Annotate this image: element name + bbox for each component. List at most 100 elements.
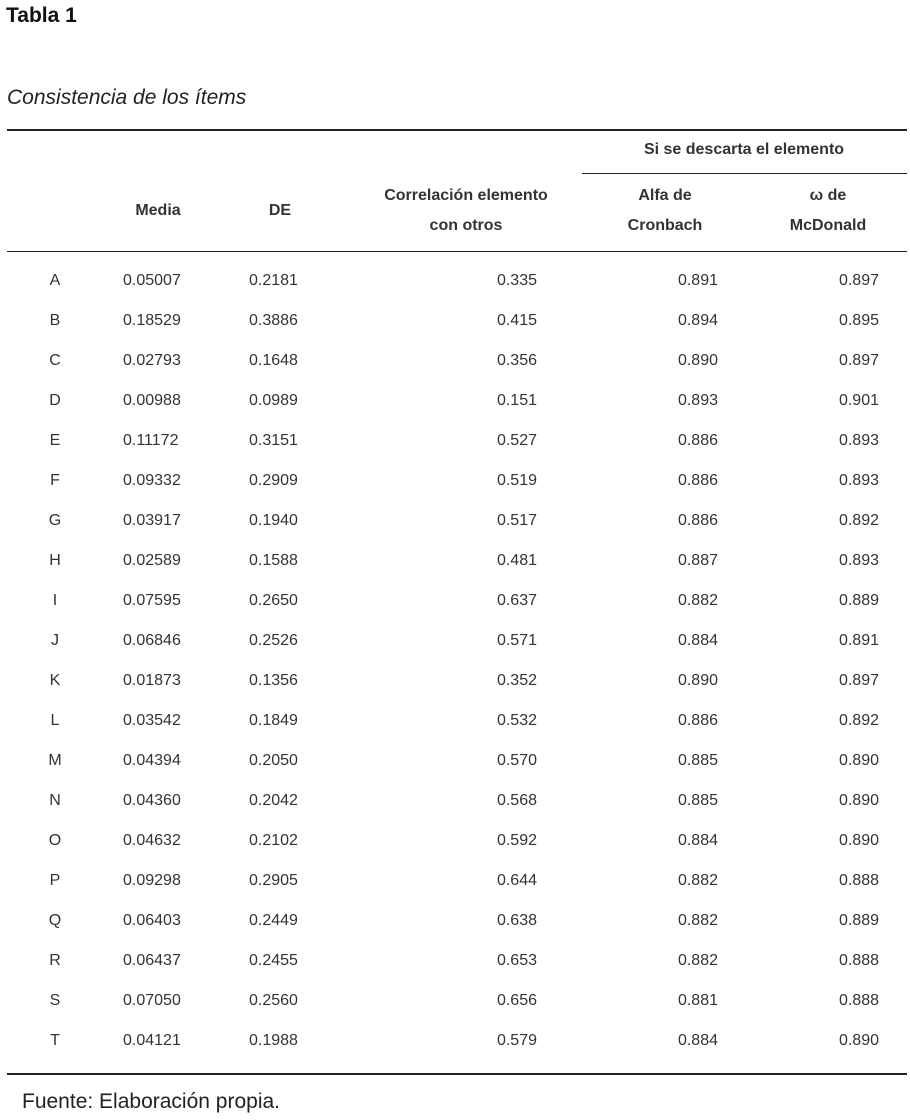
cell-item: M [48,752,62,769]
cell-correlacion: 0.644 [496,872,537,889]
cell-omega: 0.892 [838,512,879,529]
cell-de: 0.2102 [249,832,298,849]
header-media: Media [135,202,181,219]
header-omega-line2: McDonald [789,217,867,234]
cell-item: K [49,672,61,689]
cell-omega: 0.897 [838,272,879,289]
cell-omega: 0.893 [838,552,879,569]
cell-media: 0.02793 [123,352,181,369]
cell-media: 0.07050 [123,992,181,1009]
cell-omega: 0.888 [838,952,879,969]
cell-alfa: 0.893 [677,392,718,409]
cell-correlacion: 0.415 [496,312,537,329]
cell-item: O [48,832,62,849]
cell-omega: 0.897 [838,352,879,369]
header-correlacion-line2: con otros [429,217,503,234]
group-header: Si se descarta el elemento [643,141,845,158]
cell-correlacion: 0.481 [496,552,537,569]
table-subtitle: Consistencia de los ítems [7,86,247,109]
cell-alfa: 0.885 [677,792,718,809]
cell-de: 0.1356 [249,672,298,689]
cell-alfa: 0.885 [677,752,718,769]
cell-de: 0.2449 [249,912,298,929]
cell-de: 0.1588 [249,552,298,569]
cell-media: 0.06437 [123,952,181,969]
cell-de: 0.2181 [249,272,298,289]
cell-correlacion: 0.352 [496,672,537,689]
cell-de: 0.2905 [249,872,298,889]
cell-correlacion: 0.656 [496,992,537,1009]
cell-omega: 0.901 [838,392,879,409]
cell-de: 0.1648 [249,352,298,369]
cell-correlacion: 0.592 [496,832,537,849]
cell-media: 0.02589 [123,552,181,569]
cell-correlacion: 0.532 [496,712,537,729]
cell-item: F [50,472,60,489]
cell-alfa: 0.890 [677,672,718,689]
cell-alfa: 0.882 [677,592,718,609]
cell-omega: 0.895 [838,312,879,329]
cell-media: 0.00988 [123,392,181,409]
cell-de: 0.2526 [249,632,298,649]
cell-omega: 0.890 [838,832,879,849]
cell-de: 0.1849 [249,712,298,729]
cell-correlacion: 0.151 [496,392,537,409]
cell-omega: 0.889 [838,592,879,609]
cell-correlacion: 0.335 [496,272,537,289]
cell-item: I [52,592,58,609]
cell-media: 0.07595 [123,592,181,609]
bottom-rule [7,1073,907,1075]
cell-alfa: 0.881 [677,992,718,1009]
cell-media: 0.03917 [123,512,181,529]
cell-alfa: 0.884 [677,632,718,649]
cell-omega: 0.890 [838,792,879,809]
cell-de: 0.2909 [249,472,298,489]
cell-omega: 0.888 [838,872,879,889]
cell-media: 0.01873 [123,672,181,689]
cell-media: 0.04394 [123,752,181,769]
cell-item: N [49,792,61,809]
cell-media: 0.04360 [123,792,181,809]
table-source: Fuente: Elaboración propia. [22,1090,280,1113]
header-rule [7,251,907,252]
cell-alfa: 0.886 [677,432,718,449]
cell-media: 0.09332 [123,472,181,489]
cell-correlacion: 0.579 [496,1032,537,1049]
cell-omega: 0.890 [838,752,879,769]
cell-de: 0.1988 [249,1032,298,1049]
cell-item: H [49,552,61,569]
cell-omega: 0.897 [838,672,879,689]
header-alfa: Alfa de Cronbach [595,181,735,241]
top-rule [7,129,907,131]
cell-alfa: 0.884 [677,1032,718,1049]
cell-item: L [50,712,60,729]
cell-media: 0.18529 [123,312,181,329]
header-correlacion: Correlación elemento con otros [346,181,586,241]
header-de: DE [268,202,292,219]
cell-omega: 0.890 [838,1032,879,1049]
cell-alfa: 0.882 [677,952,718,969]
cell-alfa: 0.886 [677,712,718,729]
cell-correlacion: 0.568 [496,792,537,809]
cell-de: 0.2050 [249,752,298,769]
cell-alfa: 0.886 [677,472,718,489]
cell-correlacion: 0.637 [496,592,537,609]
cell-alfa: 0.882 [677,912,718,929]
cell-omega: 0.892 [838,712,879,729]
cell-omega: 0.888 [838,992,879,1009]
cell-item: P [49,872,61,889]
cell-media: 0.11172 [123,432,179,449]
header-alfa-line2: Cronbach [627,217,703,234]
cell-alfa: 0.882 [677,872,718,889]
header-alfa-line1: Alfa de [638,187,692,204]
cell-correlacion: 0.570 [496,752,537,769]
cell-correlacion: 0.638 [496,912,537,929]
cell-item: T [50,1032,60,1049]
cell-de: 0.2455 [249,952,298,969]
cell-alfa: 0.894 [677,312,718,329]
cell-de: 0.3151 [249,432,298,449]
cell-media: 0.04632 [123,832,181,849]
group-rule [582,173,907,174]
cell-correlacion: 0.519 [496,472,537,489]
cell-media: 0.04121 [123,1032,181,1049]
